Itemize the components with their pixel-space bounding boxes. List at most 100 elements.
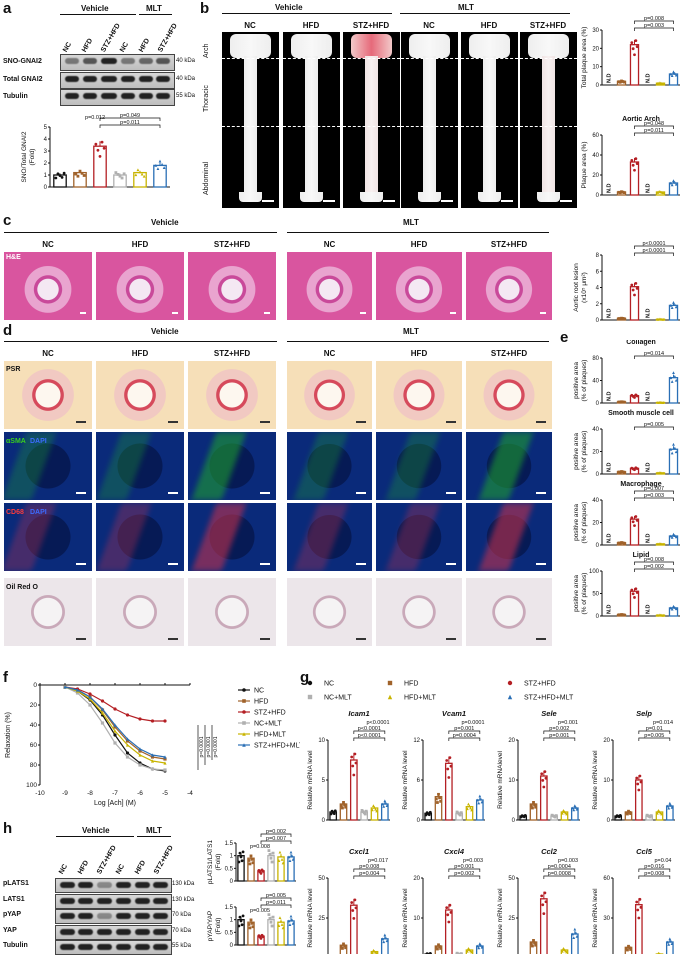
legend-marker <box>242 688 246 692</box>
chart-h: 00.511.5pLATS1/LATS1(Fold)p=0.007p=0.002… <box>200 825 300 954</box>
data-point <box>270 857 273 860</box>
y-axis-label: positive area <box>573 504 580 541</box>
data-point <box>123 172 126 175</box>
nd-label: N.D <box>646 74 652 84</box>
data-point <box>290 915 293 918</box>
vehicle-bar-h <box>56 836 134 837</box>
data-point <box>77 175 80 178</box>
gene-title: Selp <box>636 709 652 718</box>
data-point <box>54 177 57 180</box>
data-point <box>636 467 639 470</box>
legend-marker <box>242 721 246 725</box>
data-point <box>63 172 66 175</box>
data-point <box>636 45 639 48</box>
y-tick-label: 2 <box>596 302 600 308</box>
data-point <box>632 520 635 523</box>
y-axis-label: Relative mRNA level <box>307 750 314 810</box>
legend-label: STZ+HFD <box>254 710 286 717</box>
condition-label: HFD <box>134 860 147 876</box>
data-point <box>630 159 633 162</box>
nd-label: N.D <box>646 605 652 615</box>
y-axis-label: (Fold) <box>215 918 222 935</box>
data-point <box>623 471 626 474</box>
data-point <box>435 798 438 801</box>
legend-marker <box>242 699 246 703</box>
data-point <box>545 900 548 903</box>
histology-image <box>96 578 184 646</box>
data-point <box>542 912 545 915</box>
he-section-image <box>466 252 552 320</box>
data-point <box>542 786 545 789</box>
p-value: p=0.04 <box>655 858 672 864</box>
y-axis-label: positive area <box>573 433 580 470</box>
p-value: p=0.003 <box>463 858 483 864</box>
data-point <box>94 143 97 146</box>
y-tick-label: 0 <box>230 943 234 949</box>
histology-image <box>188 432 276 500</box>
data-point <box>352 917 355 920</box>
y-tick-label: 10 <box>603 778 610 784</box>
histology-image <box>96 361 184 429</box>
p-value: p<0.0001 <box>642 241 665 247</box>
y-axis-label: Relative mRNAlevel <box>497 751 504 809</box>
data-point <box>633 294 636 297</box>
data-point <box>446 768 449 771</box>
legend-label: STZ+HFD <box>524 681 556 688</box>
y-tick-label: 0 <box>33 682 37 689</box>
y-axis-label: (% of plaques) <box>581 502 588 544</box>
data-point <box>341 947 344 950</box>
data-point <box>436 948 439 951</box>
mlt-label-d: MLT <box>403 327 419 336</box>
data-point <box>636 591 639 594</box>
y-axis-label: (% of plaques) <box>581 573 588 615</box>
y-tick-label: 60 <box>603 876 610 882</box>
data-point <box>272 852 275 855</box>
data-point <box>383 799 386 802</box>
histology-image <box>287 578 372 646</box>
condition-label: STZ+HFD <box>157 23 179 54</box>
p-value: p<0.0001 <box>366 720 389 726</box>
condition-label: STZ+HFD <box>353 21 389 30</box>
data-point <box>238 925 241 928</box>
blot-label: LATS1 <box>3 896 25 903</box>
condition-label: STZ+HFD <box>530 21 566 30</box>
data-point <box>530 804 533 807</box>
y-axis-label: Relaxation (%) <box>5 712 12 758</box>
y-tick-label: 50 <box>592 592 599 598</box>
p-value: p=0.003 <box>644 493 664 499</box>
series-line <box>65 687 165 757</box>
nd-label: N.D <box>646 392 652 402</box>
bar <box>238 920 244 945</box>
data-point <box>623 191 626 194</box>
y-tick-label: 40 <box>30 722 38 729</box>
data-point <box>636 783 639 786</box>
data-point <box>531 807 534 810</box>
y-tick-label: 25 <box>508 916 515 922</box>
data-point <box>540 772 543 775</box>
kda-label: 130 kDa <box>172 897 194 903</box>
legend-label: NC <box>324 681 334 688</box>
condition-label: NC <box>42 349 54 358</box>
data-point <box>630 41 633 44</box>
condition-label: NC <box>423 21 435 30</box>
p-value: p=0.003 <box>644 23 664 29</box>
panel-c-letter: c <box>3 212 11 229</box>
y-tick-label: 30 <box>603 916 610 922</box>
data-point <box>623 542 626 545</box>
data-point <box>445 759 448 762</box>
data-point <box>99 155 102 158</box>
panel-b-letter: b <box>200 0 209 17</box>
data-point <box>636 395 639 398</box>
vehicle-label-h: Vehicle <box>82 826 110 835</box>
p-value: p<0.0001 <box>358 733 381 739</box>
nd-label: N.D <box>646 309 652 319</box>
mlt-label-c: MLT <box>403 218 419 227</box>
data-point <box>530 942 533 945</box>
data-point <box>383 934 386 937</box>
p-value: p=0.005 <box>266 893 286 899</box>
p-value: p=0.0001 <box>461 720 484 726</box>
histology-image <box>96 432 184 500</box>
data-point <box>637 789 640 792</box>
data-point <box>635 901 638 904</box>
